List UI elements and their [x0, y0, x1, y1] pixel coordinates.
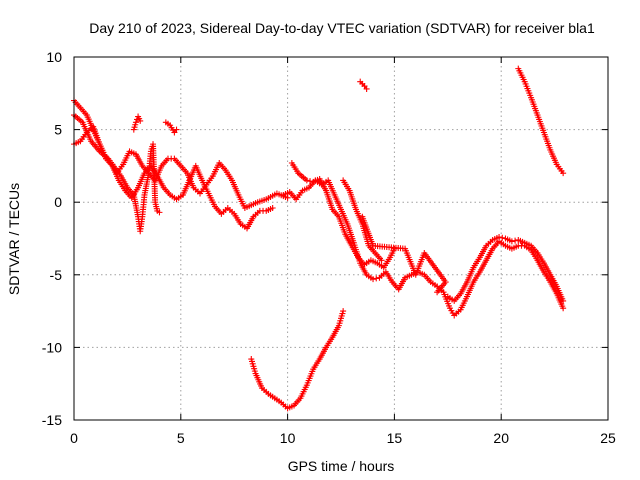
y-tick-label: -10 — [42, 339, 62, 355]
data-point — [370, 276, 377, 283]
data-point — [512, 237, 519, 244]
x-tick-label: 20 — [493, 430, 509, 446]
series-trace — [73, 125, 273, 230]
data-point — [363, 85, 370, 92]
y-tick-label: -15 — [42, 412, 62, 428]
x-tick-label: 10 — [280, 430, 296, 446]
data-point — [303, 177, 310, 184]
series-trace — [359, 81, 368, 90]
y-tick-label: 10 — [46, 49, 62, 65]
data-point — [373, 275, 380, 282]
x-tick-label: 0 — [70, 430, 78, 446]
x-tick-label: 25 — [600, 430, 616, 446]
data-point — [499, 234, 506, 241]
x-axis-label: GPS time / hours — [288, 458, 395, 474]
data-point — [340, 308, 347, 315]
x-tick-label: 5 — [177, 430, 185, 446]
chart-title: Day 210 of 2023, Sidereal Day-to-day VTE… — [89, 20, 595, 36]
series-arc-5 — [162, 119, 180, 136]
series-arc-6 — [280, 177, 567, 319]
y-axis-label: SDTVAR / TECUs — [6, 183, 22, 295]
data-point — [560, 297, 567, 304]
y-tick-label: 5 — [54, 122, 62, 138]
data-point — [434, 289, 441, 296]
series-arc-12 — [357, 78, 370, 92]
series-arc-10 — [248, 308, 347, 412]
axis-ticks: 0 5 10 15 20 25 -15 -10 -5 0 5 10 — [42, 49, 616, 446]
y-tick-label: -5 — [50, 267, 63, 283]
data-point — [132, 119, 139, 126]
x-tick-label: 15 — [387, 430, 403, 446]
data-point — [560, 305, 567, 312]
y-tick-label: 0 — [54, 194, 62, 210]
plot-frame — [73, 56, 609, 421]
data-point — [137, 117, 144, 124]
data-point — [560, 170, 567, 177]
series-arc-4 — [130, 113, 144, 133]
data-point — [508, 238, 515, 245]
data-point — [269, 205, 276, 212]
series-arc-2 — [71, 112, 163, 235]
data-point — [173, 126, 180, 133]
series-arc-11 — [515, 65, 567, 177]
data-point — [378, 257, 385, 264]
data-point — [156, 209, 163, 216]
data-series — [71, 65, 567, 412]
data-point — [496, 234, 503, 241]
data-point — [307, 178, 314, 185]
series-trace — [250, 310, 344, 410]
grid — [74, 57, 608, 420]
series-arc-9 — [444, 234, 567, 304]
series-arc-13 — [359, 213, 449, 296]
series-arc-3 — [71, 123, 276, 232]
